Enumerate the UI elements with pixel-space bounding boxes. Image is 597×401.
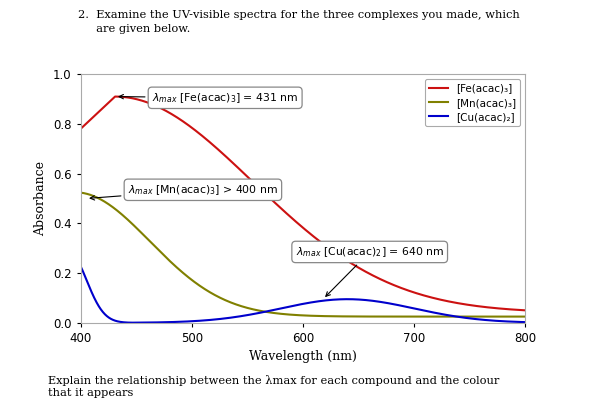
Text: are given below.: are given below. (78, 24, 190, 34)
Text: Explain the relationship between the λmax for each compound and the colour
that : Explain the relationship between the λma… (48, 375, 499, 397)
Text: $\lambda_{max}$ [Fe(acac)$_3$] = 431 nm: $\lambda_{max}$ [Fe(acac)$_3$] = 431 nm (119, 91, 298, 105)
Text: 2.  Examine the UV-visible spectra for the three complexes you made, which: 2. Examine the UV-visible spectra for th… (78, 10, 519, 20)
Text: $\lambda_{max}$ [Cu(acac)$_2$] = 640 nm: $\lambda_{max}$ [Cu(acac)$_2$] = 640 nm (296, 245, 444, 296)
X-axis label: Wavelength (nm): Wavelength (nm) (249, 350, 357, 363)
Text: $\lambda_{max}$ [Mn(acac)$_3$] > 400 nm: $\lambda_{max}$ [Mn(acac)$_3$] > 400 nm (90, 183, 278, 200)
Legend: [Fe(acac)₃], [Mn(acac)₃], [Cu(acac)₂]: [Fe(acac)₃], [Mn(acac)₃], [Cu(acac)₂] (424, 79, 520, 126)
Y-axis label: Absorbance: Absorbance (35, 161, 47, 236)
